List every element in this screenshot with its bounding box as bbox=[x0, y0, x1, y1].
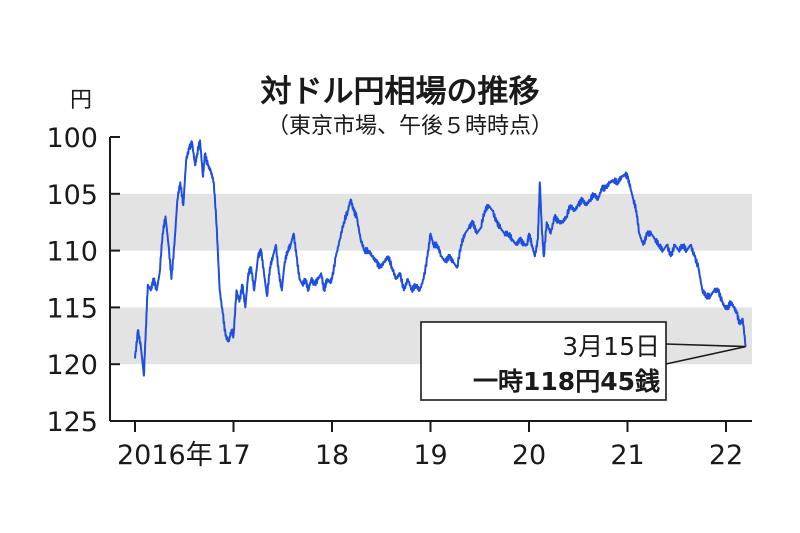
x-tick-label: 17 bbox=[216, 440, 250, 471]
x-tick-label: 21 bbox=[610, 440, 644, 471]
y-axis-unit: 円 bbox=[70, 88, 92, 113]
x-tick-label: 19 bbox=[413, 440, 447, 471]
y-tick-label: 115 bbox=[46, 293, 98, 324]
x-axis: 2016年 17 18 19 20 21 22 bbox=[110, 420, 752, 471]
annotation-leader bbox=[665, 343, 746, 365]
annotation-box bbox=[420, 321, 667, 401]
annotation-value: 一時118円45銭 bbox=[473, 367, 660, 396]
x-tick-label: 2016年 bbox=[117, 440, 213, 471]
y-axis: 100 105 110 115 120 125 bbox=[46, 123, 120, 438]
chart-subtitle: （東京市場、午後５時時点） bbox=[267, 114, 553, 139]
y-tick-label: 110 bbox=[46, 237, 98, 268]
x-tick-label: 22 bbox=[709, 440, 743, 471]
y-tick-label: 100 bbox=[46, 123, 98, 154]
annotation-callout: 3月15日 一時118円45銭 bbox=[420, 321, 746, 401]
chart-title: 対ドル円相場の推移 bbox=[261, 74, 540, 110]
x-tick-label: 18 bbox=[315, 440, 349, 471]
annotation-date: 3月15日 bbox=[562, 332, 660, 361]
series-group bbox=[134, 139, 747, 377]
y-tick-label: 105 bbox=[46, 180, 98, 211]
x-tick-label: 20 bbox=[512, 440, 546, 471]
y-tick-label: 120 bbox=[46, 350, 98, 381]
y-tick-label: 125 bbox=[46, 407, 98, 438]
series-line-0 bbox=[134, 139, 747, 377]
